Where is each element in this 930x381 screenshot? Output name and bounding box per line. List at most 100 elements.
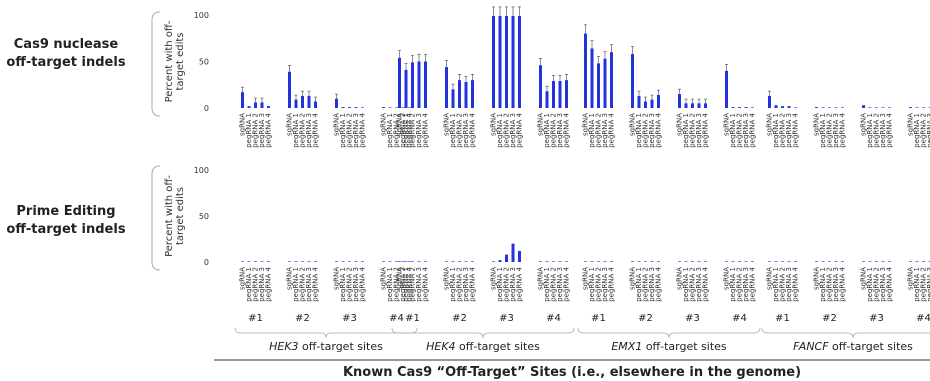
bar xyxy=(348,261,351,262)
bar xyxy=(650,99,654,108)
bar xyxy=(768,261,771,262)
bar-label: pegRNA 4 xyxy=(563,266,571,301)
bar-label: pegRNA 1 xyxy=(913,267,921,302)
site-label: #3 xyxy=(869,313,884,324)
bar-label: pegRNA 2 xyxy=(503,267,511,302)
bar-label: pegRNA 4 xyxy=(702,266,710,301)
gene-brace xyxy=(577,327,761,339)
gene-brace xyxy=(234,327,418,339)
bar-label: sgRNA xyxy=(582,113,590,136)
bar xyxy=(354,107,358,108)
bar-label: pegRNA 3 xyxy=(785,267,793,302)
y-axis-label-line: Percent with off- xyxy=(164,20,175,102)
bar xyxy=(922,261,925,262)
bar xyxy=(610,261,613,262)
bar xyxy=(288,261,291,262)
row-title-line: Cas9 nuclease xyxy=(14,37,119,52)
bar-label: pegRNA 3 xyxy=(695,113,703,148)
gene-group-label: FANCF off-target sites xyxy=(793,340,913,353)
bar-label: pegRNA 4 xyxy=(265,266,273,301)
bar-label: pegRNA 1 xyxy=(772,267,780,302)
bar-label: pegRNA 2 xyxy=(826,267,834,302)
bar-label: pegRNA 4 xyxy=(608,266,616,301)
bar xyxy=(590,261,594,262)
site-label: #2 xyxy=(638,313,653,324)
bar-label: sgRNA xyxy=(907,113,915,136)
y-axis-label-line: Percent with off- xyxy=(164,175,175,257)
bar xyxy=(862,261,865,262)
bar-label: pegRNA 1 xyxy=(245,113,253,148)
bar xyxy=(584,261,587,262)
bar-label: pegRNA 4 xyxy=(469,112,477,147)
bar xyxy=(597,261,600,262)
bar-label: pegRNA 4 xyxy=(563,112,571,147)
bar-label: sgRNA xyxy=(766,113,774,136)
bar xyxy=(631,261,634,262)
bar xyxy=(511,243,515,262)
bar-label: pegRNA 3 xyxy=(601,267,609,302)
bar-label: pegRNA 3 xyxy=(352,113,360,148)
bar-label: pegRNA 1 xyxy=(449,267,457,302)
bar xyxy=(260,102,264,108)
bar xyxy=(395,261,398,262)
bar-label: pegRNA 2 xyxy=(826,113,834,148)
bar-label: sgRNA xyxy=(860,113,868,136)
bar-label: pegRNA 1 xyxy=(866,267,874,302)
bar-label: pegRNA 3 xyxy=(509,267,517,302)
bar-label: pegRNA 2 xyxy=(503,113,511,148)
bar-label: pegRNA 4 xyxy=(655,266,663,301)
bar-label: sgRNA xyxy=(443,267,451,290)
bar-label: pegRNA 4 xyxy=(886,112,894,147)
bar xyxy=(498,15,502,108)
y-axis-label: Percent with off-target edits xyxy=(164,175,186,257)
bar xyxy=(539,261,542,262)
bar-label: pegRNA 4 xyxy=(422,112,430,147)
bar-label: pegRNA 1 xyxy=(729,113,737,148)
bar-label: pegRNA 4 xyxy=(359,266,367,301)
bar xyxy=(644,101,647,108)
site-label: #3 xyxy=(685,313,700,324)
bar-label: pegRNA 1 xyxy=(292,267,300,302)
bar-label: pegRNA 1 xyxy=(245,267,253,302)
bar-label: sgRNA xyxy=(860,267,868,290)
y-axis-label-line: target edits xyxy=(175,187,186,245)
bar-label: pegRNA 4 xyxy=(312,266,320,301)
bar-label: sgRNA xyxy=(676,113,684,136)
bar xyxy=(725,70,728,108)
y-tick-label: 100 xyxy=(194,166,209,175)
bar-label: pegRNA 2 xyxy=(409,267,417,302)
bar-label: pegRNA 4 xyxy=(608,112,616,147)
bar xyxy=(821,261,825,262)
bar-label: pegRNA 3 xyxy=(509,113,517,148)
bar-label: pegRNA 1 xyxy=(772,113,780,148)
bar xyxy=(828,107,831,108)
bar-label: sgRNA xyxy=(443,113,451,136)
bar-label: pegRNA 4 xyxy=(406,266,414,301)
bar xyxy=(307,261,311,262)
bar xyxy=(697,103,701,108)
bar-label: pegRNA 1 xyxy=(588,113,596,148)
bar xyxy=(558,261,562,262)
gene-group-label: EMX1 off-target sites xyxy=(611,340,727,353)
bar xyxy=(382,261,385,262)
bar xyxy=(267,106,270,108)
bar xyxy=(915,261,919,262)
bar-label: pegRNA 2 xyxy=(642,113,650,148)
bar xyxy=(307,95,311,108)
bar-label: pegRNA 1 xyxy=(682,267,690,302)
site-label: #4 xyxy=(546,313,561,324)
y-tick-label: 0 xyxy=(204,258,209,267)
bar xyxy=(610,52,613,108)
bar-label: pegRNA 1 xyxy=(682,113,690,148)
bar xyxy=(348,107,351,108)
site-label: #1 xyxy=(405,313,420,324)
gene-group-label: HEK3 off-target sites xyxy=(269,340,383,353)
gene-suffix: off-target sites xyxy=(456,340,541,353)
site-label: #4 xyxy=(389,313,404,324)
bar xyxy=(565,80,568,108)
bar xyxy=(862,105,865,108)
bar-label: sgRNA xyxy=(723,113,731,136)
gene-suffix: off-target sites xyxy=(642,340,727,353)
bar-label: pegRNA 4 xyxy=(469,266,477,301)
bar xyxy=(774,105,778,108)
